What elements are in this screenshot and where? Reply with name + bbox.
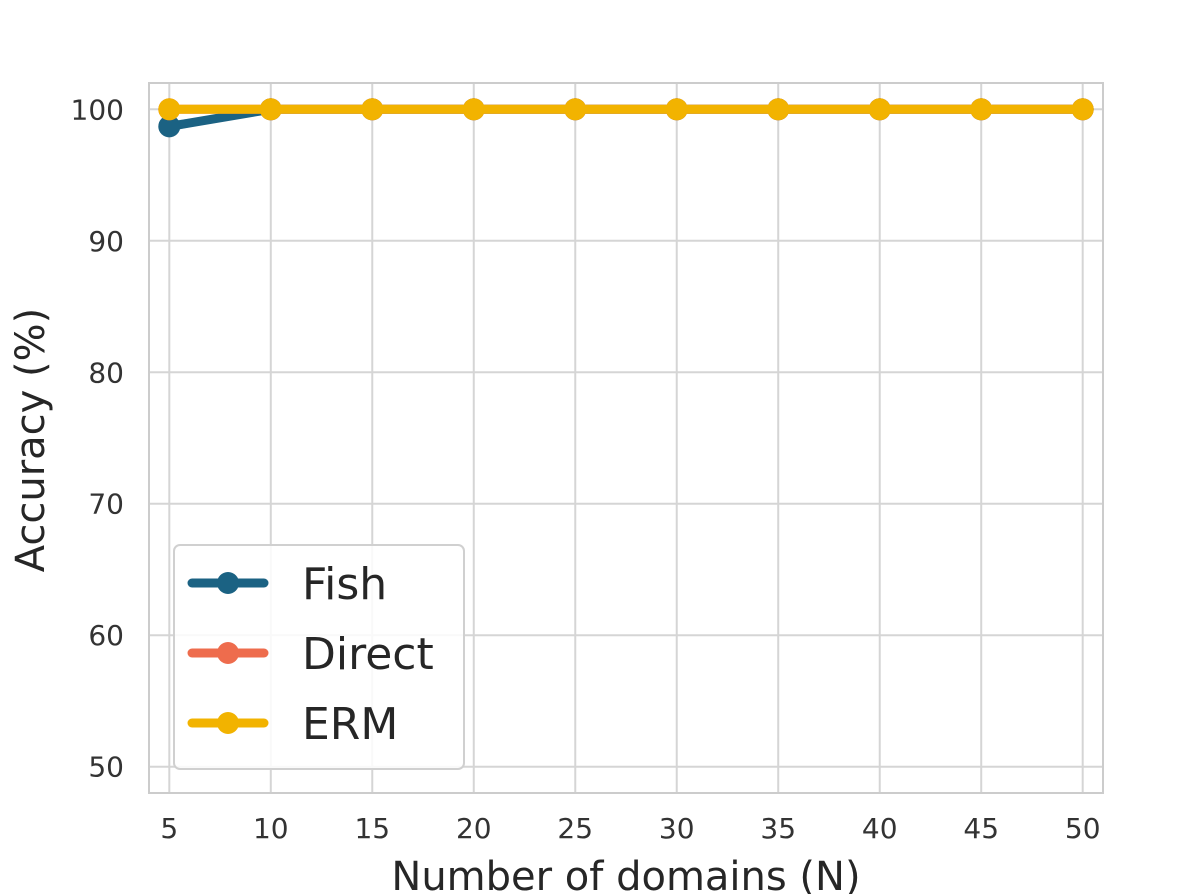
point-fish bbox=[158, 115, 181, 138]
point-erm bbox=[361, 98, 384, 121]
series-fish bbox=[158, 98, 1094, 138]
legend-marker bbox=[217, 642, 239, 664]
x-tick-label: 50 bbox=[1065, 812, 1101, 845]
x-axis-label: Number of domains (N) bbox=[391, 854, 860, 894]
point-erm bbox=[665, 98, 688, 121]
y-tick-label: 100 bbox=[71, 93, 124, 126]
series-erm bbox=[158, 98, 1094, 121]
x-tick-label: 45 bbox=[963, 812, 999, 845]
y-tick-label: 90 bbox=[88, 225, 124, 258]
plot-frame bbox=[148, 82, 1104, 794]
x-tick-label: 35 bbox=[760, 812, 796, 845]
legend-label: ERM bbox=[302, 699, 398, 750]
y-tick-label: 70 bbox=[88, 488, 124, 521]
legend-item-fish: Fish bbox=[187, 559, 387, 610]
point-erm bbox=[462, 98, 485, 121]
y-tick-labels: 50 60 70 80 90 100 bbox=[71, 93, 124, 783]
legend-label: Fish bbox=[302, 559, 387, 610]
legend-marker bbox=[217, 572, 239, 594]
point-erm bbox=[767, 98, 790, 121]
x-tick-label: 20 bbox=[456, 812, 492, 845]
point-erm bbox=[158, 98, 181, 121]
legend-item-direct: Direct bbox=[187, 629, 434, 680]
point-erm bbox=[1071, 98, 1094, 121]
y-tick-label: 60 bbox=[88, 619, 124, 652]
point-erm bbox=[259, 98, 282, 121]
legend-frame bbox=[173, 544, 465, 770]
legend-marker bbox=[217, 712, 239, 734]
legend-label: Direct bbox=[302, 629, 434, 680]
point-erm bbox=[868, 98, 891, 121]
x-tick-label: 5 bbox=[160, 812, 178, 845]
point-erm bbox=[970, 98, 993, 121]
point-erm bbox=[564, 98, 587, 121]
x-tick-label: 30 bbox=[659, 812, 695, 845]
x-tick-label: 25 bbox=[557, 812, 593, 845]
legend-item-erm: ERM bbox=[187, 699, 398, 750]
series-lines bbox=[158, 98, 1094, 138]
x-tick-label: 15 bbox=[354, 812, 390, 845]
y-tick-label: 50 bbox=[88, 751, 124, 784]
x-tick-label: 10 bbox=[253, 812, 289, 845]
x-tick-label: 40 bbox=[862, 812, 898, 845]
legend: Fish Direct ERM bbox=[173, 544, 465, 770]
x-tick-labels: 5 10 15 20 25 30 35 40 45 50 bbox=[160, 812, 1100, 845]
y-tick-label: 80 bbox=[88, 356, 124, 389]
y-axis-label: Accuracy (%) bbox=[8, 308, 54, 573]
